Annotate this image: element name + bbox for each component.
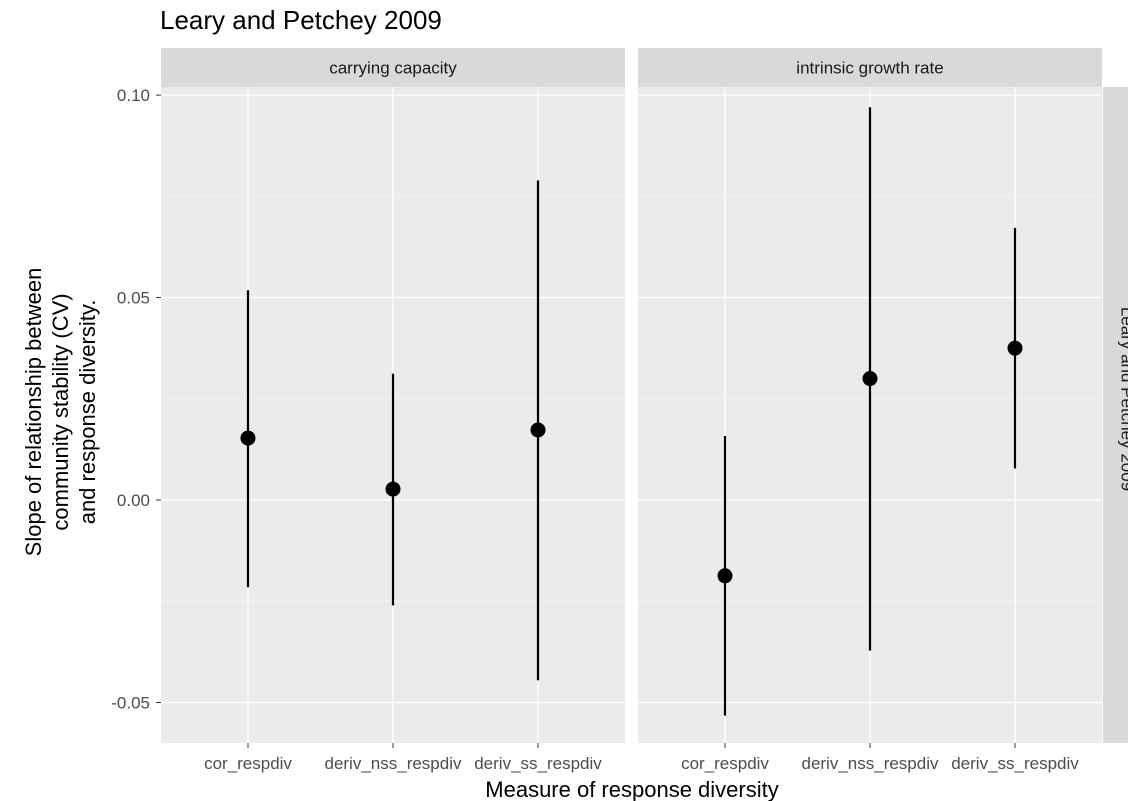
y-tick-label: -0.05 (111, 694, 150, 713)
row-facet-strip-label: Leary and Petchey 2009 (1118, 307, 1128, 491)
y-tick-label: 0.05 (117, 289, 150, 308)
facet-strip-label: intrinsic growth rate (796, 59, 943, 78)
facet-strip (161, 48, 625, 87)
facet-panels: cor_respdiv deriv_nss_respdiv deriv_ss_res… (161, 48, 1128, 773)
y-tick-label: 0.00 (117, 491, 150, 510)
data-point (717, 568, 733, 584)
y-axis-title-line: and response diversity. (75, 300, 100, 525)
x-tick-label: deriv_nss_respdiv (801, 754, 939, 773)
row-facet-strip (1103, 87, 1128, 743)
x-tick-label: deriv_ss_respdiv (474, 754, 602, 773)
chart-title: Leary and Petchey 2009 (160, 5, 442, 35)
facet-strip (638, 48, 1102, 87)
x-tick-label: cor_respdiv (204, 754, 292, 773)
data-point (530, 422, 546, 438)
x-axis-title: Measure of response diversity (485, 777, 778, 801)
data-point (240, 430, 256, 446)
facet-strip-label: carrying capacity (329, 59, 457, 78)
x-tick-label: deriv_nss_respdiv (324, 754, 462, 773)
y-tick-label: 0.10 (117, 86, 150, 105)
data-point (385, 481, 401, 497)
data-point (1007, 340, 1023, 356)
x-tick-label: cor_respdiv (681, 754, 769, 773)
y-axis-title-line: community stability (CV) (48, 293, 73, 530)
y-axis-title-line: Slope of relationship between (21, 268, 46, 557)
facet-panel: cor_respdiv deriv_nss_respdiv deriv_ss_res… (161, 48, 625, 773)
x-tick-label: deriv_ss_respdiv (951, 754, 1079, 773)
y-axis-title: Slope of relationship between community s… (21, 268, 100, 557)
y-axis: -0.05 0.00 0.05 0.10 (111, 86, 161, 713)
facet-panel: cor_respdiv deriv_nss_respdiv deriv_ss_res… (638, 48, 1102, 773)
data-point (862, 371, 878, 387)
